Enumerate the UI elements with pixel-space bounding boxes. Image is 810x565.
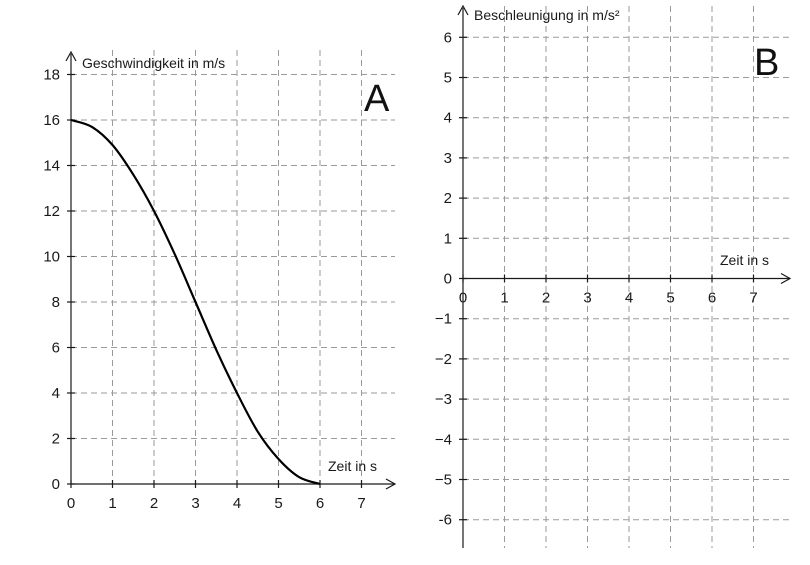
chart-a-y-tick-label-7: 14 bbox=[43, 158, 60, 175]
chart-a-x-tick-label-3: 3 bbox=[191, 495, 199, 512]
chart-b-panel-label: B bbox=[754, 42, 779, 84]
chart-a-series bbox=[70, 118, 321, 486]
chart-a-x-tick-label-2: 2 bbox=[150, 495, 158, 512]
chart-b-y-tick-label-4: −2 bbox=[435, 351, 452, 368]
chart-b-x-axis-arrow bbox=[780, 272, 792, 285]
chart-a-y-axis-arrow bbox=[65, 50, 77, 62]
chart-b-y-tick-label-3: −3 bbox=[435, 391, 452, 408]
chart-b-x-tick-label-7: 7 bbox=[749, 290, 757, 307]
chart-b-x-tick-label-2: 2 bbox=[542, 290, 550, 307]
chart-b: 0 1 2 3 4 5 6 7 -6 −5 −4 −3 −2 −1 0 1 2 3 4 5 6 Zeit in s Be… bbox=[435, 4, 792, 548]
chart-b-y-tick-label-10: 4 bbox=[444, 110, 452, 127]
chart-a-x-tick-label-4: 4 bbox=[233, 495, 241, 512]
chart-a-x-tick-label-0: 0 bbox=[67, 495, 75, 512]
chart-a-y-tick-label-3: 6 bbox=[52, 340, 60, 357]
chart-a-grid bbox=[71, 50, 395, 484]
chart-a-y-tick-label-1: 2 bbox=[52, 431, 60, 448]
chart-a-x-tick-label-7: 7 bbox=[357, 495, 365, 512]
chart-b-x-tick-label-3: 3 bbox=[583, 290, 591, 307]
chart-b-y-tick-label-1: −5 bbox=[435, 472, 452, 489]
chart-b-x-tick-label-5: 5 bbox=[666, 290, 674, 307]
chart-b-y-tick-label-5: −1 bbox=[435, 311, 452, 328]
chart-b-grid bbox=[463, 6, 790, 548]
chart-a-y-axis-label: Geschwindigkeit in m/s bbox=[82, 55, 225, 71]
chart-a-y-tick-label-9: 18 bbox=[43, 67, 60, 84]
chart-a-panel-label: A bbox=[364, 78, 390, 120]
chart-a-y-tick-label-0: 0 bbox=[52, 476, 60, 493]
chart-a-y-tick-label-6: 12 bbox=[43, 203, 60, 220]
chart-b-y-tick-label-11: 5 bbox=[444, 70, 452, 87]
chart-b-y-tick-label-7: 1 bbox=[444, 230, 452, 247]
chart-a-axes bbox=[65, 50, 397, 490]
chart-a-x-axis-label: Zeit in s bbox=[328, 458, 377, 474]
chart-b-x-tick-label-6: 6 bbox=[708, 290, 716, 307]
chart-a-x-tick-label-5: 5 bbox=[274, 495, 282, 512]
chart-b-axes bbox=[457, 4, 792, 548]
chart-b-y-axis-label: Beschleunigung in m/s² bbox=[474, 7, 620, 23]
chart-a-y-tick-label-2: 4 bbox=[52, 385, 60, 402]
chart-a-y-tick-label-8: 16 bbox=[43, 112, 60, 129]
chart-b-y-tick-label-9: 3 bbox=[444, 150, 452, 167]
chart-a-series-line-0 bbox=[70, 118, 321, 486]
chart-a-x-tick-label-6: 6 bbox=[316, 495, 324, 512]
chart-b-x-tick-label-4: 4 bbox=[625, 290, 633, 307]
chart-a-y-tick-label-5: 10 bbox=[43, 249, 60, 266]
chart-b-tick-labels: 0 1 2 3 4 5 6 7 -6 −5 −4 −3 −2 −1 0 1 2 3 4 5 6 bbox=[435, 29, 758, 528]
chart-b-y-tick-label-0: -6 bbox=[439, 512, 452, 529]
chart-a-x-axis-arrow bbox=[385, 478, 397, 490]
chart-b-y-axis-arrow bbox=[457, 4, 469, 16]
chart-b-y-tick-label-12: 6 bbox=[444, 29, 452, 46]
chart-b-y-tick-label-8: 2 bbox=[444, 190, 452, 207]
chart-b-x-axis-label: Zeit in s bbox=[720, 252, 769, 268]
chart-b-x-tick-label-0: 0 bbox=[459, 290, 467, 307]
chart-b-y-tick-label-2: −4 bbox=[435, 431, 452, 448]
chart-a-y-tick-label-4: 8 bbox=[52, 294, 60, 311]
chart-a-x-tick-label-1: 1 bbox=[108, 495, 116, 512]
chart-b-x-tick-label-1: 1 bbox=[500, 290, 508, 307]
chart-b-y-tick-label-6: 0 bbox=[444, 271, 452, 288]
